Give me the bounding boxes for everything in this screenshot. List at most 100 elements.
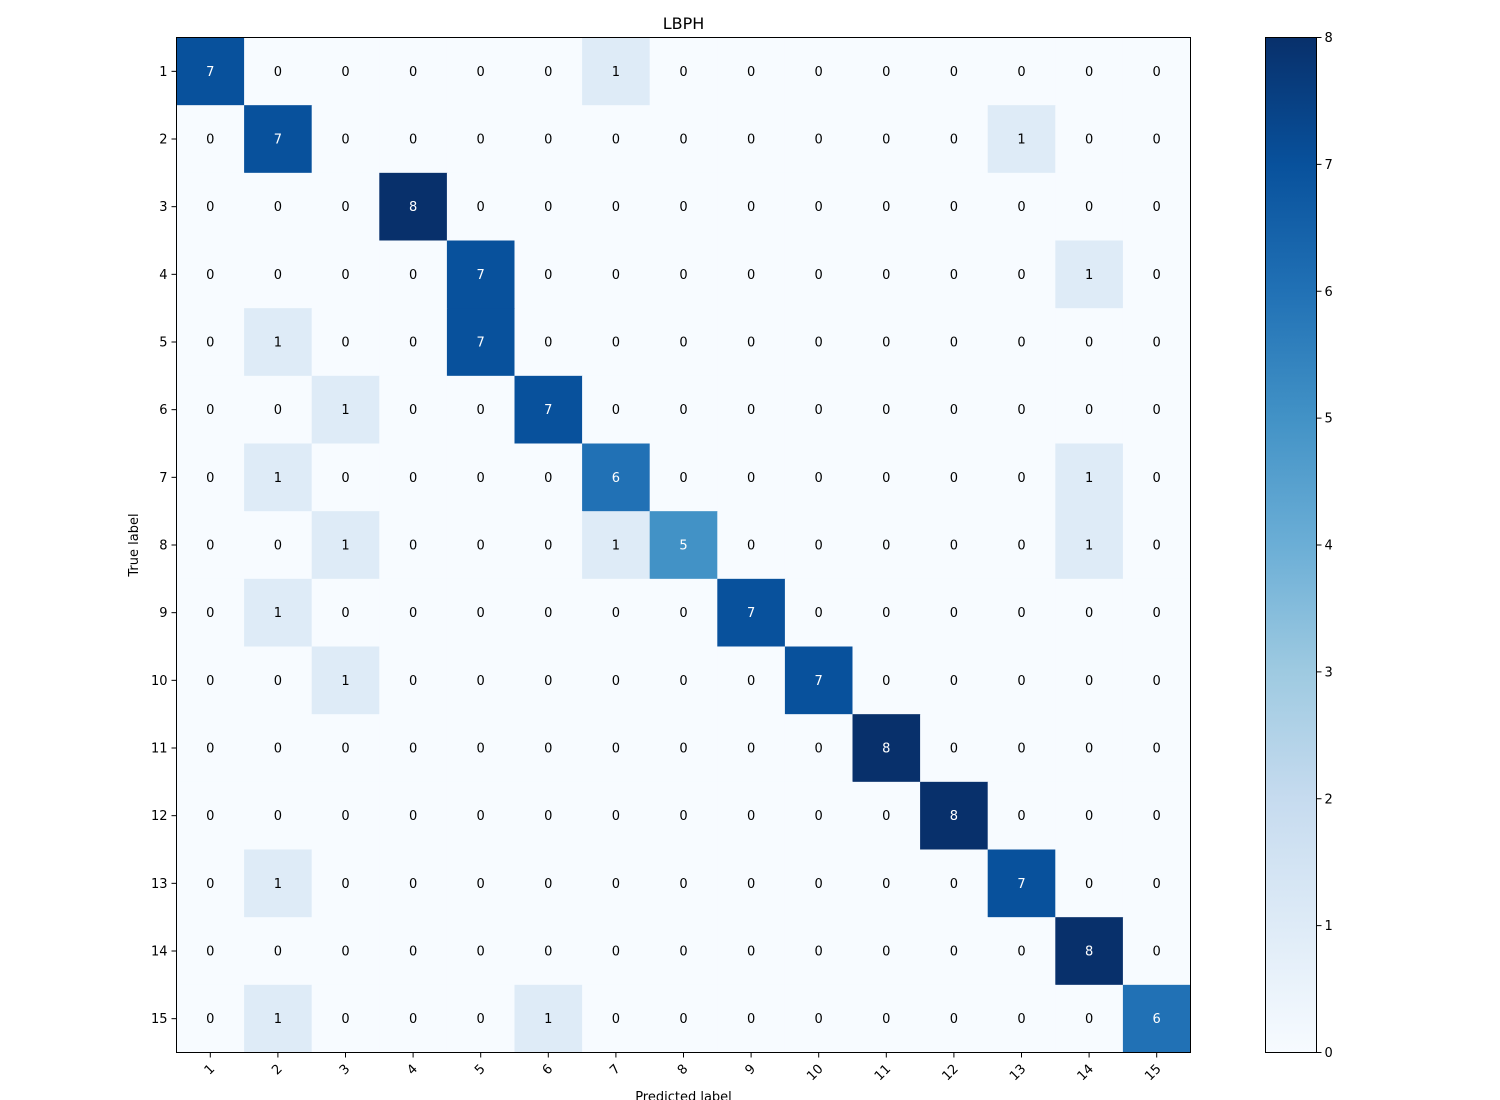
cell-value-label: 7 <box>1017 877 1025 892</box>
heatmap-cell <box>379 172 448 241</box>
heatmap-cell <box>784 646 853 715</box>
heatmap-cell <box>379 375 448 444</box>
x-axis-ticks: 1 2 3 4 5 6 7 8 9 10 11 12 13 14 15 <box>202 1052 1165 1084</box>
colorbar-tick-label: 2 <box>1325 792 1333 807</box>
y-tick-label: 14 <box>151 945 168 960</box>
x-tick-label: 5 <box>472 1062 488 1078</box>
heatmap-cell <box>784 443 853 512</box>
heatmap-cell <box>852 646 921 715</box>
cell-value-label: 0 <box>882 336 890 351</box>
heatmap-cell <box>649 646 718 715</box>
heatmap-cell <box>1055 781 1124 850</box>
cell-value-label: 0 <box>882 268 890 283</box>
cell-value-label: 1 <box>1017 133 1025 148</box>
x-tick-label: 12 <box>939 1062 961 1084</box>
cell-value-label: 0 <box>1085 133 1093 148</box>
cell-value-label: 0 <box>477 945 485 960</box>
heatmap-cell <box>852 443 921 512</box>
cell-value-label: 0 <box>341 1012 349 1027</box>
cell-value-label: 0 <box>1153 539 1161 554</box>
cell-value-label: 0 <box>206 336 214 351</box>
heatmap-cell <box>582 849 651 918</box>
heatmap-cell <box>649 443 718 512</box>
cell-value-label: 0 <box>612 945 620 960</box>
cell-value-label: 0 <box>477 133 485 148</box>
heatmap-cell <box>244 646 313 715</box>
cell-value-label: 0 <box>679 403 687 418</box>
heatmap-cell <box>717 984 786 1053</box>
cell-value-label: 0 <box>1017 809 1025 824</box>
cell-value-label: 0 <box>679 877 687 892</box>
heatmap-cell <box>987 849 1056 918</box>
heatmap-cell <box>1122 917 1191 986</box>
heatmap-cell <box>176 984 245 1053</box>
cell-value-label: 0 <box>409 539 417 554</box>
cell-value-label: 0 <box>815 471 823 486</box>
colorbar-tick-label: 1 <box>1325 919 1333 934</box>
cell-value-label: 0 <box>409 945 417 960</box>
heatmap-cell <box>920 105 989 174</box>
heatmap-cell <box>1122 578 1191 647</box>
cell-value-label: 0 <box>409 809 417 824</box>
cell-value-label: 0 <box>477 200 485 215</box>
x-tick-label: 4 <box>404 1062 420 1078</box>
cell-value-label: 0 <box>950 1012 958 1027</box>
cell-value-label: 0 <box>747 877 755 892</box>
heatmap-cell <box>446 308 515 377</box>
cell-value-label: 0 <box>1153 268 1161 283</box>
x-tick-label: 3 <box>337 1062 353 1078</box>
cell-value-label: 0 <box>1017 403 1025 418</box>
heatmap-cell <box>717 578 786 647</box>
heatmap-cell <box>311 849 380 918</box>
heatmap-cell <box>852 578 921 647</box>
cell-value-label: 0 <box>409 877 417 892</box>
heatmap-cell <box>176 172 245 241</box>
heatmap-cell <box>582 984 651 1053</box>
cell-value-label: 0 <box>1085 65 1093 80</box>
heatmap-cell <box>1055 375 1124 444</box>
heatmap-cell <box>1122 849 1191 918</box>
cell-value-label: 0 <box>274 65 282 80</box>
heatmap-cell <box>987 443 1056 512</box>
cell-value-label: 0 <box>206 539 214 554</box>
heatmap-cell <box>784 578 853 647</box>
heatmap-cell <box>446 105 515 174</box>
cell-value-label: 0 <box>679 742 687 757</box>
heatmap-cell <box>1122 375 1191 444</box>
y-tick-label: 4 <box>159 268 167 283</box>
cell-value-label: 0 <box>341 471 349 486</box>
cell-value-label: 0 <box>950 877 958 892</box>
heatmap-cell <box>1055 714 1124 783</box>
cell-value-label: 0 <box>1153 877 1161 892</box>
cell-value-label: 0 <box>274 403 282 418</box>
cell-value-label: 0 <box>477 65 485 80</box>
heatmap-cell <box>379 714 448 783</box>
cell-value-label: 0 <box>477 809 485 824</box>
cell-value-label: 0 <box>747 674 755 689</box>
cell-value-label: 0 <box>747 268 755 283</box>
cell-value-label: 0 <box>882 606 890 621</box>
heatmap-cell <box>311 646 380 715</box>
heatmap-cell <box>311 781 380 850</box>
cell-value-label: 0 <box>747 471 755 486</box>
heatmap-cell <box>244 984 313 1053</box>
heatmap-cell <box>514 646 583 715</box>
y-tick-label: 7 <box>159 471 167 486</box>
heatmap-cell <box>446 646 515 715</box>
heatmap-cell <box>784 849 853 918</box>
heatmap-cell <box>379 781 448 850</box>
heatmap-cell <box>176 308 245 377</box>
heatmap-cell <box>1055 172 1124 241</box>
heatmap-cell <box>176 917 245 986</box>
cell-value-label: 1 <box>274 877 282 892</box>
cell-value-label: 0 <box>544 877 552 892</box>
heatmap-cell <box>379 37 448 106</box>
heatmap-cell <box>1122 105 1191 174</box>
heatmap-cell <box>244 375 313 444</box>
cell-value-label: 8 <box>1085 945 1093 960</box>
heatmap-cell <box>244 240 313 309</box>
cell-value-label: 0 <box>1153 336 1161 351</box>
cell-value-label: 0 <box>1017 336 1025 351</box>
